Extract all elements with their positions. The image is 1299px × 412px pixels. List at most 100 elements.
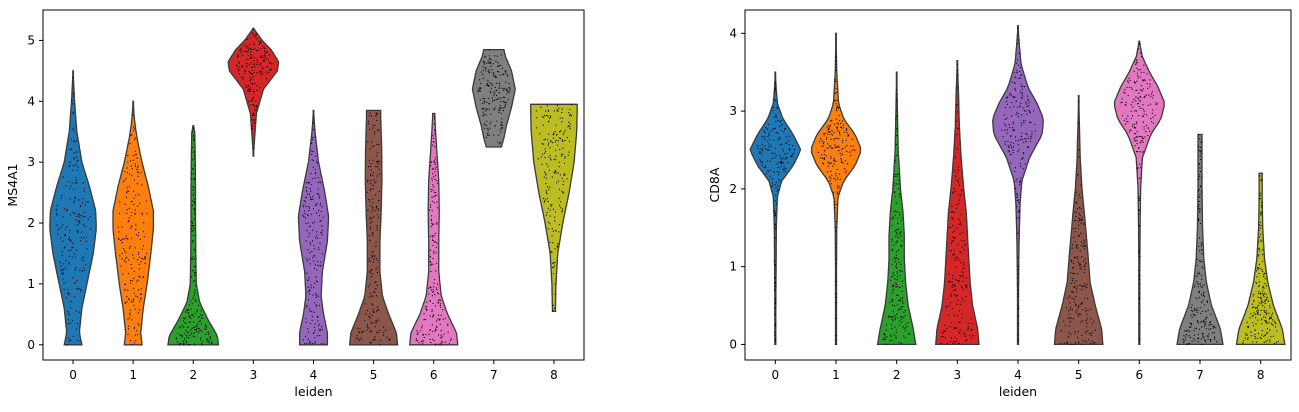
data-point [429, 329, 431, 331]
data-point [837, 185, 839, 187]
data-point [892, 258, 894, 261]
data-point [842, 139, 844, 141]
data-point [894, 214, 897, 216]
data-point [569, 115, 571, 117]
data-point [821, 154, 823, 156]
data-point [184, 318, 186, 320]
data-point [313, 326, 315, 329]
data-point [73, 200, 75, 202]
data-point [194, 312, 196, 314]
data-point [136, 183, 138, 185]
data-point [835, 318, 837, 320]
data-point [494, 86, 496, 89]
data-point [132, 300, 134, 302]
data-point [209, 336, 211, 338]
data-point [139, 293, 141, 295]
data-point [1014, 96, 1016, 98]
data-point [1139, 163, 1141, 165]
data-point [311, 153, 313, 155]
data-point [185, 330, 187, 332]
data-point [75, 177, 77, 179]
data-point [486, 101, 488, 103]
data-point [71, 100, 73, 102]
data-point [431, 168, 433, 170]
data-point [895, 242, 897, 244]
data-point [549, 215, 551, 217]
data-point [306, 342, 308, 344]
data-point [142, 276, 144, 278]
data-point [545, 214, 547, 216]
data-point [71, 256, 73, 258]
data-point [962, 280, 964, 282]
data-point [310, 244, 312, 246]
data-point [439, 318, 441, 320]
data-point [767, 136, 769, 138]
data-point [1142, 151, 1144, 153]
data-point [373, 338, 375, 340]
data-point [778, 174, 780, 176]
data-point [774, 325, 777, 327]
data-point [1199, 260, 1201, 262]
data-point [190, 300, 192, 302]
data-point [965, 287, 967, 289]
data-point [894, 326, 896, 328]
data-point [436, 222, 438, 224]
data-point [963, 239, 966, 242]
data-point [960, 224, 962, 226]
data-point [1034, 130, 1037, 132]
data-point [1150, 121, 1153, 123]
data-point [134, 165, 136, 167]
data-point [554, 159, 557, 161]
data-point [250, 100, 252, 102]
data-point [183, 333, 185, 335]
data-point [1260, 178, 1262, 181]
data-point [558, 137, 560, 139]
data-point [1030, 135, 1032, 138]
data-point [247, 86, 249, 88]
data-point [550, 140, 552, 142]
data-point [1070, 272, 1072, 274]
data-point [560, 155, 562, 157]
data-point [369, 189, 371, 191]
data-point [892, 299, 894, 301]
data-point [186, 341, 188, 343]
data-point [1196, 258, 1198, 260]
data-point [375, 115, 377, 117]
data-point [1026, 113, 1028, 115]
data-point [74, 213, 76, 215]
data-point [1198, 196, 1200, 198]
data-point [82, 215, 84, 217]
data-point [126, 301, 128, 303]
data-point [1005, 125, 1007, 127]
data-point [1197, 190, 1200, 192]
data-point [309, 225, 311, 228]
data-point [80, 289, 82, 291]
data-point [952, 236, 954, 238]
data-point [959, 219, 961, 221]
data-point [759, 151, 761, 153]
data-point [82, 259, 84, 262]
data-point [1017, 39, 1020, 41]
data-point [898, 341, 900, 344]
data-point [1070, 343, 1072, 345]
data-point [836, 168, 838, 171]
data-point [1086, 283, 1088, 286]
data-point [370, 270, 372, 272]
data-point [437, 301, 439, 303]
data-point [1093, 320, 1095, 322]
data-point [953, 211, 956, 213]
data-point [246, 47, 248, 49]
data-point [63, 268, 65, 270]
data-point [956, 341, 958, 343]
data-point [1127, 115, 1129, 117]
data-point [74, 182, 76, 184]
data-point [1136, 151, 1138, 153]
data-point [1255, 307, 1257, 309]
data-point [546, 105, 548, 107]
data-point [253, 148, 255, 150]
data-point [359, 328, 361, 330]
data-point [312, 287, 315, 289]
data-point [311, 315, 313, 318]
data-point [316, 161, 318, 163]
data-point [1132, 125, 1134, 128]
